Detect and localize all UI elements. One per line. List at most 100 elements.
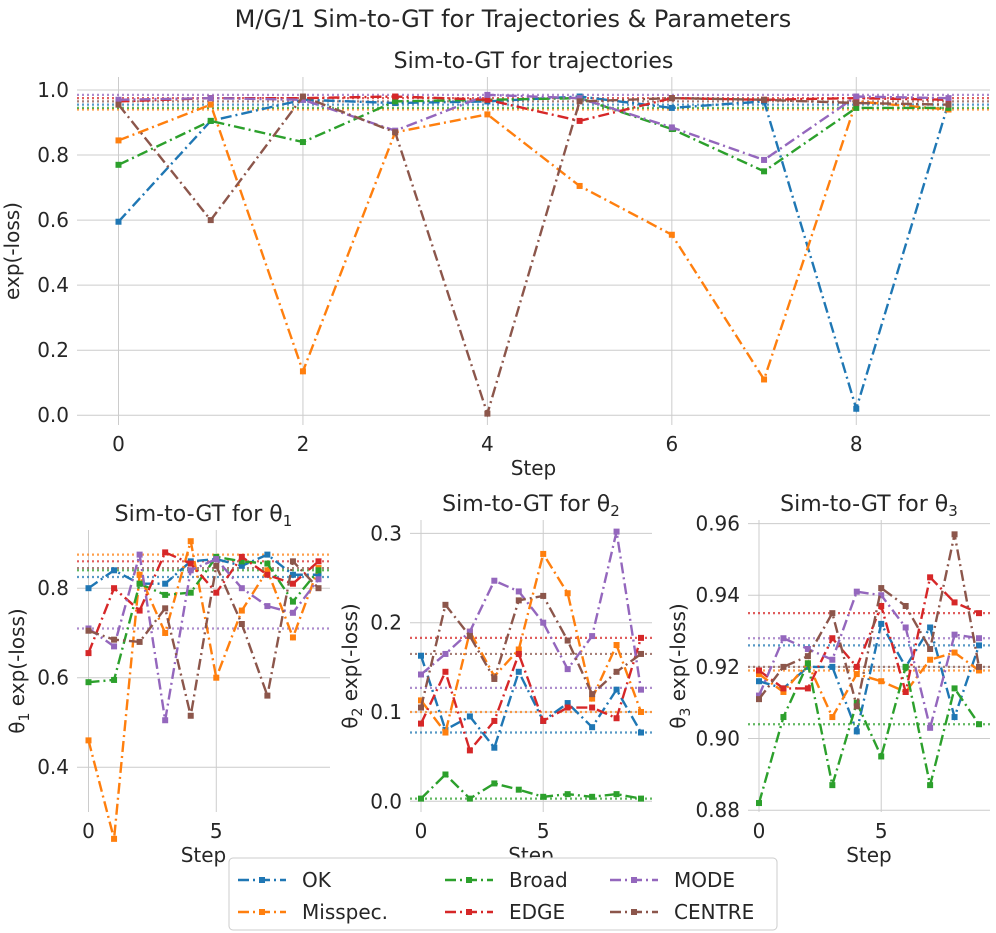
data-point-edge <box>564 704 571 711</box>
data-point-edge <box>540 717 547 724</box>
data-point-ok <box>976 642 982 649</box>
data-point-ok <box>853 405 860 412</box>
data-point-mode <box>484 91 491 98</box>
data-point-ok <box>264 551 271 558</box>
data-point-ok <box>111 567 118 574</box>
y-tick-label: 0.8 <box>37 576 69 600</box>
series-line-ok <box>758 620 981 736</box>
y-tick-label: 0.92 <box>695 655 740 679</box>
data-point-ok <box>589 724 596 731</box>
data-point-broad <box>289 598 296 605</box>
data-point-mode <box>951 631 958 638</box>
series-line-centre <box>419 594 642 708</box>
legend-label: OK <box>302 868 332 892</box>
data-point-broad <box>613 791 620 798</box>
x-tick-label: 5 <box>210 819 223 843</box>
data-point-misspec <box>638 708 644 715</box>
data-point-mode <box>976 635 982 642</box>
series-line-ok <box>419 655 643 751</box>
data-point-ok <box>491 744 498 751</box>
chart-title: Sim-to-GT for θ3 <box>780 492 958 520</box>
data-point-centre <box>761 96 768 103</box>
series-line-misspec <box>420 550 643 736</box>
data-point-centre <box>853 100 860 107</box>
data-point-edge <box>780 685 787 692</box>
data-point-misspec <box>976 667 982 674</box>
data-point-broad <box>829 782 836 789</box>
data-point-broad <box>111 676 118 683</box>
series-line-misspec <box>118 100 949 383</box>
data-point-misspec <box>853 671 860 678</box>
data-point-edge <box>613 715 620 722</box>
chart-theta3: 0 5 0.88 0.90 0.92 0.94 0.96 Sim-to-GT for θ3 St… <box>666 492 990 867</box>
data-point-centre <box>756 696 762 703</box>
data-point-centre <box>238 621 245 627</box>
chart-title: Sim-to-GT for θ2 <box>442 492 620 520</box>
data-point-broad <box>761 168 768 175</box>
data-point-misspec <box>187 538 194 545</box>
data-point-broad <box>878 753 885 760</box>
data-point-edge <box>638 634 644 641</box>
data-point-mode <box>111 643 118 650</box>
data-point-misspec <box>668 231 675 238</box>
data-point-mode <box>264 603 271 610</box>
data-point-mode <box>613 528 620 535</box>
data-point-broad <box>207 117 214 124</box>
data-point-mode <box>442 650 449 657</box>
series-line-broad <box>757 659 980 804</box>
data-point-broad <box>951 685 958 692</box>
data-point-centre <box>418 704 424 711</box>
data-point-edge <box>466 747 473 754</box>
series-line-ok <box>87 553 319 590</box>
data-point-broad <box>392 98 399 105</box>
data-point-mode <box>207 95 214 102</box>
legend-marker <box>259 877 265 883</box>
x-axis-label: Step <box>181 843 227 867</box>
data-point-edge <box>589 704 596 711</box>
data-point-centre <box>442 601 449 608</box>
legend: OK Misspec. Broad EDGE MODE CENTRE <box>228 857 778 931</box>
legend-entry-mode: MODE <box>610 868 735 892</box>
data-point-edge <box>829 635 836 642</box>
data-point-broad <box>491 780 498 787</box>
data-point-misspec <box>115 137 122 144</box>
series-line-centre <box>88 558 320 717</box>
data-point-mode <box>115 96 122 103</box>
x-tick-label: 0 <box>415 819 428 843</box>
legend-marker <box>259 909 265 915</box>
data-point-broad <box>756 800 762 807</box>
data-point-misspec <box>780 688 787 695</box>
data-point-ok <box>853 728 860 735</box>
data-point-mode <box>187 567 194 574</box>
data-point-broad <box>187 589 194 596</box>
x-tick-label: 2 <box>297 432 310 456</box>
data-point-misspec <box>289 634 296 641</box>
data-point-mode <box>576 95 583 102</box>
data-point-centre <box>564 637 571 644</box>
x-tick-label: 6 <box>665 432 678 456</box>
data-point-centre <box>111 636 118 643</box>
data-point-broad <box>136 580 143 587</box>
data-point-mode <box>466 628 473 635</box>
data-point-edge <box>804 685 811 692</box>
data-point-broad <box>162 591 169 598</box>
data-point-ok <box>756 678 762 685</box>
data-point-mode <box>238 585 245 592</box>
data-point-broad <box>564 791 571 798</box>
series-line-mode <box>118 93 949 162</box>
y-tick-label: 0.6 <box>37 208 69 232</box>
data-point-centre <box>976 663 982 670</box>
data-point-edge <box>756 667 762 674</box>
data-point-edge <box>927 574 934 581</box>
data-point-misspec <box>564 590 571 597</box>
y-tick-label: 0.3 <box>370 521 402 545</box>
legend-entry-misspec: Misspec. <box>238 900 388 924</box>
data-point-misspec <box>418 697 424 704</box>
series-line-mode <box>87 554 320 721</box>
y-tick-label: 0.1 <box>370 700 402 724</box>
data-point-centre <box>289 558 296 565</box>
data-point-centre <box>299 93 306 100</box>
data-point-misspec <box>484 111 491 118</box>
data-point-edge <box>111 585 118 592</box>
